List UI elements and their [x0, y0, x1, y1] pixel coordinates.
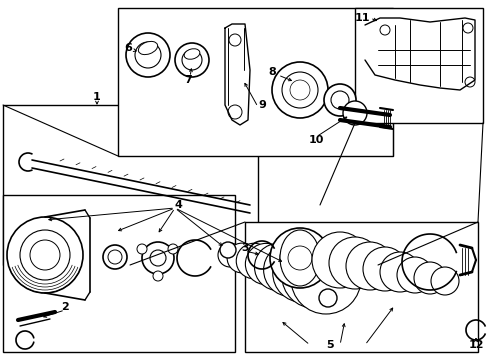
Circle shape	[346, 242, 393, 290]
Text: 11: 11	[353, 13, 369, 23]
Circle shape	[30, 240, 60, 270]
Text: 12: 12	[468, 340, 483, 350]
Text: 1: 1	[93, 92, 101, 102]
Circle shape	[103, 245, 127, 269]
Circle shape	[108, 250, 122, 264]
Circle shape	[342, 101, 366, 125]
Circle shape	[142, 242, 174, 274]
Circle shape	[413, 262, 445, 294]
Bar	[244, 222, 477, 352]
Circle shape	[226, 243, 256, 273]
Circle shape	[379, 25, 389, 35]
Circle shape	[227, 105, 242, 119]
Circle shape	[168, 244, 178, 254]
Text: 3: 3	[241, 243, 248, 253]
Circle shape	[379, 252, 419, 292]
Circle shape	[263, 244, 316, 296]
Circle shape	[464, 77, 474, 87]
Circle shape	[272, 244, 330, 302]
Circle shape	[462, 23, 472, 33]
Circle shape	[175, 43, 208, 77]
Circle shape	[430, 267, 458, 295]
Circle shape	[324, 84, 355, 116]
Circle shape	[282, 72, 317, 108]
Text: 8: 8	[267, 67, 275, 77]
Circle shape	[311, 232, 367, 288]
Bar	[3, 195, 235, 352]
Circle shape	[135, 42, 161, 68]
Circle shape	[153, 271, 163, 281]
Circle shape	[218, 243, 242, 267]
Circle shape	[245, 243, 286, 285]
Circle shape	[330, 91, 348, 109]
Text: 4: 4	[174, 200, 182, 210]
Text: 10: 10	[307, 135, 323, 145]
Text: 2: 2	[61, 302, 69, 312]
Ellipse shape	[184, 49, 200, 59]
Circle shape	[126, 33, 170, 77]
Bar	[118, 8, 392, 156]
Circle shape	[236, 243, 271, 279]
Circle shape	[271, 62, 327, 118]
Circle shape	[289, 80, 309, 100]
Circle shape	[254, 243, 301, 291]
Circle shape	[328, 237, 380, 289]
Circle shape	[280, 238, 319, 278]
Circle shape	[269, 228, 329, 288]
Circle shape	[220, 242, 236, 258]
Text: 9: 9	[258, 100, 265, 110]
Circle shape	[182, 50, 202, 70]
Bar	[3, 105, 258, 265]
Text: 7: 7	[184, 75, 191, 85]
Circle shape	[318, 289, 336, 307]
Circle shape	[7, 217, 83, 293]
Bar	[354, 8, 482, 123]
Circle shape	[228, 34, 241, 46]
Circle shape	[281, 244, 346, 308]
Circle shape	[287, 246, 311, 270]
Circle shape	[150, 250, 165, 266]
Circle shape	[396, 257, 432, 293]
Circle shape	[20, 230, 70, 280]
Circle shape	[362, 247, 406, 291]
Circle shape	[137, 244, 147, 254]
Text: 5: 5	[325, 340, 333, 350]
Ellipse shape	[280, 230, 319, 286]
Text: 6: 6	[124, 43, 132, 53]
Circle shape	[290, 244, 360, 314]
Ellipse shape	[138, 41, 157, 55]
